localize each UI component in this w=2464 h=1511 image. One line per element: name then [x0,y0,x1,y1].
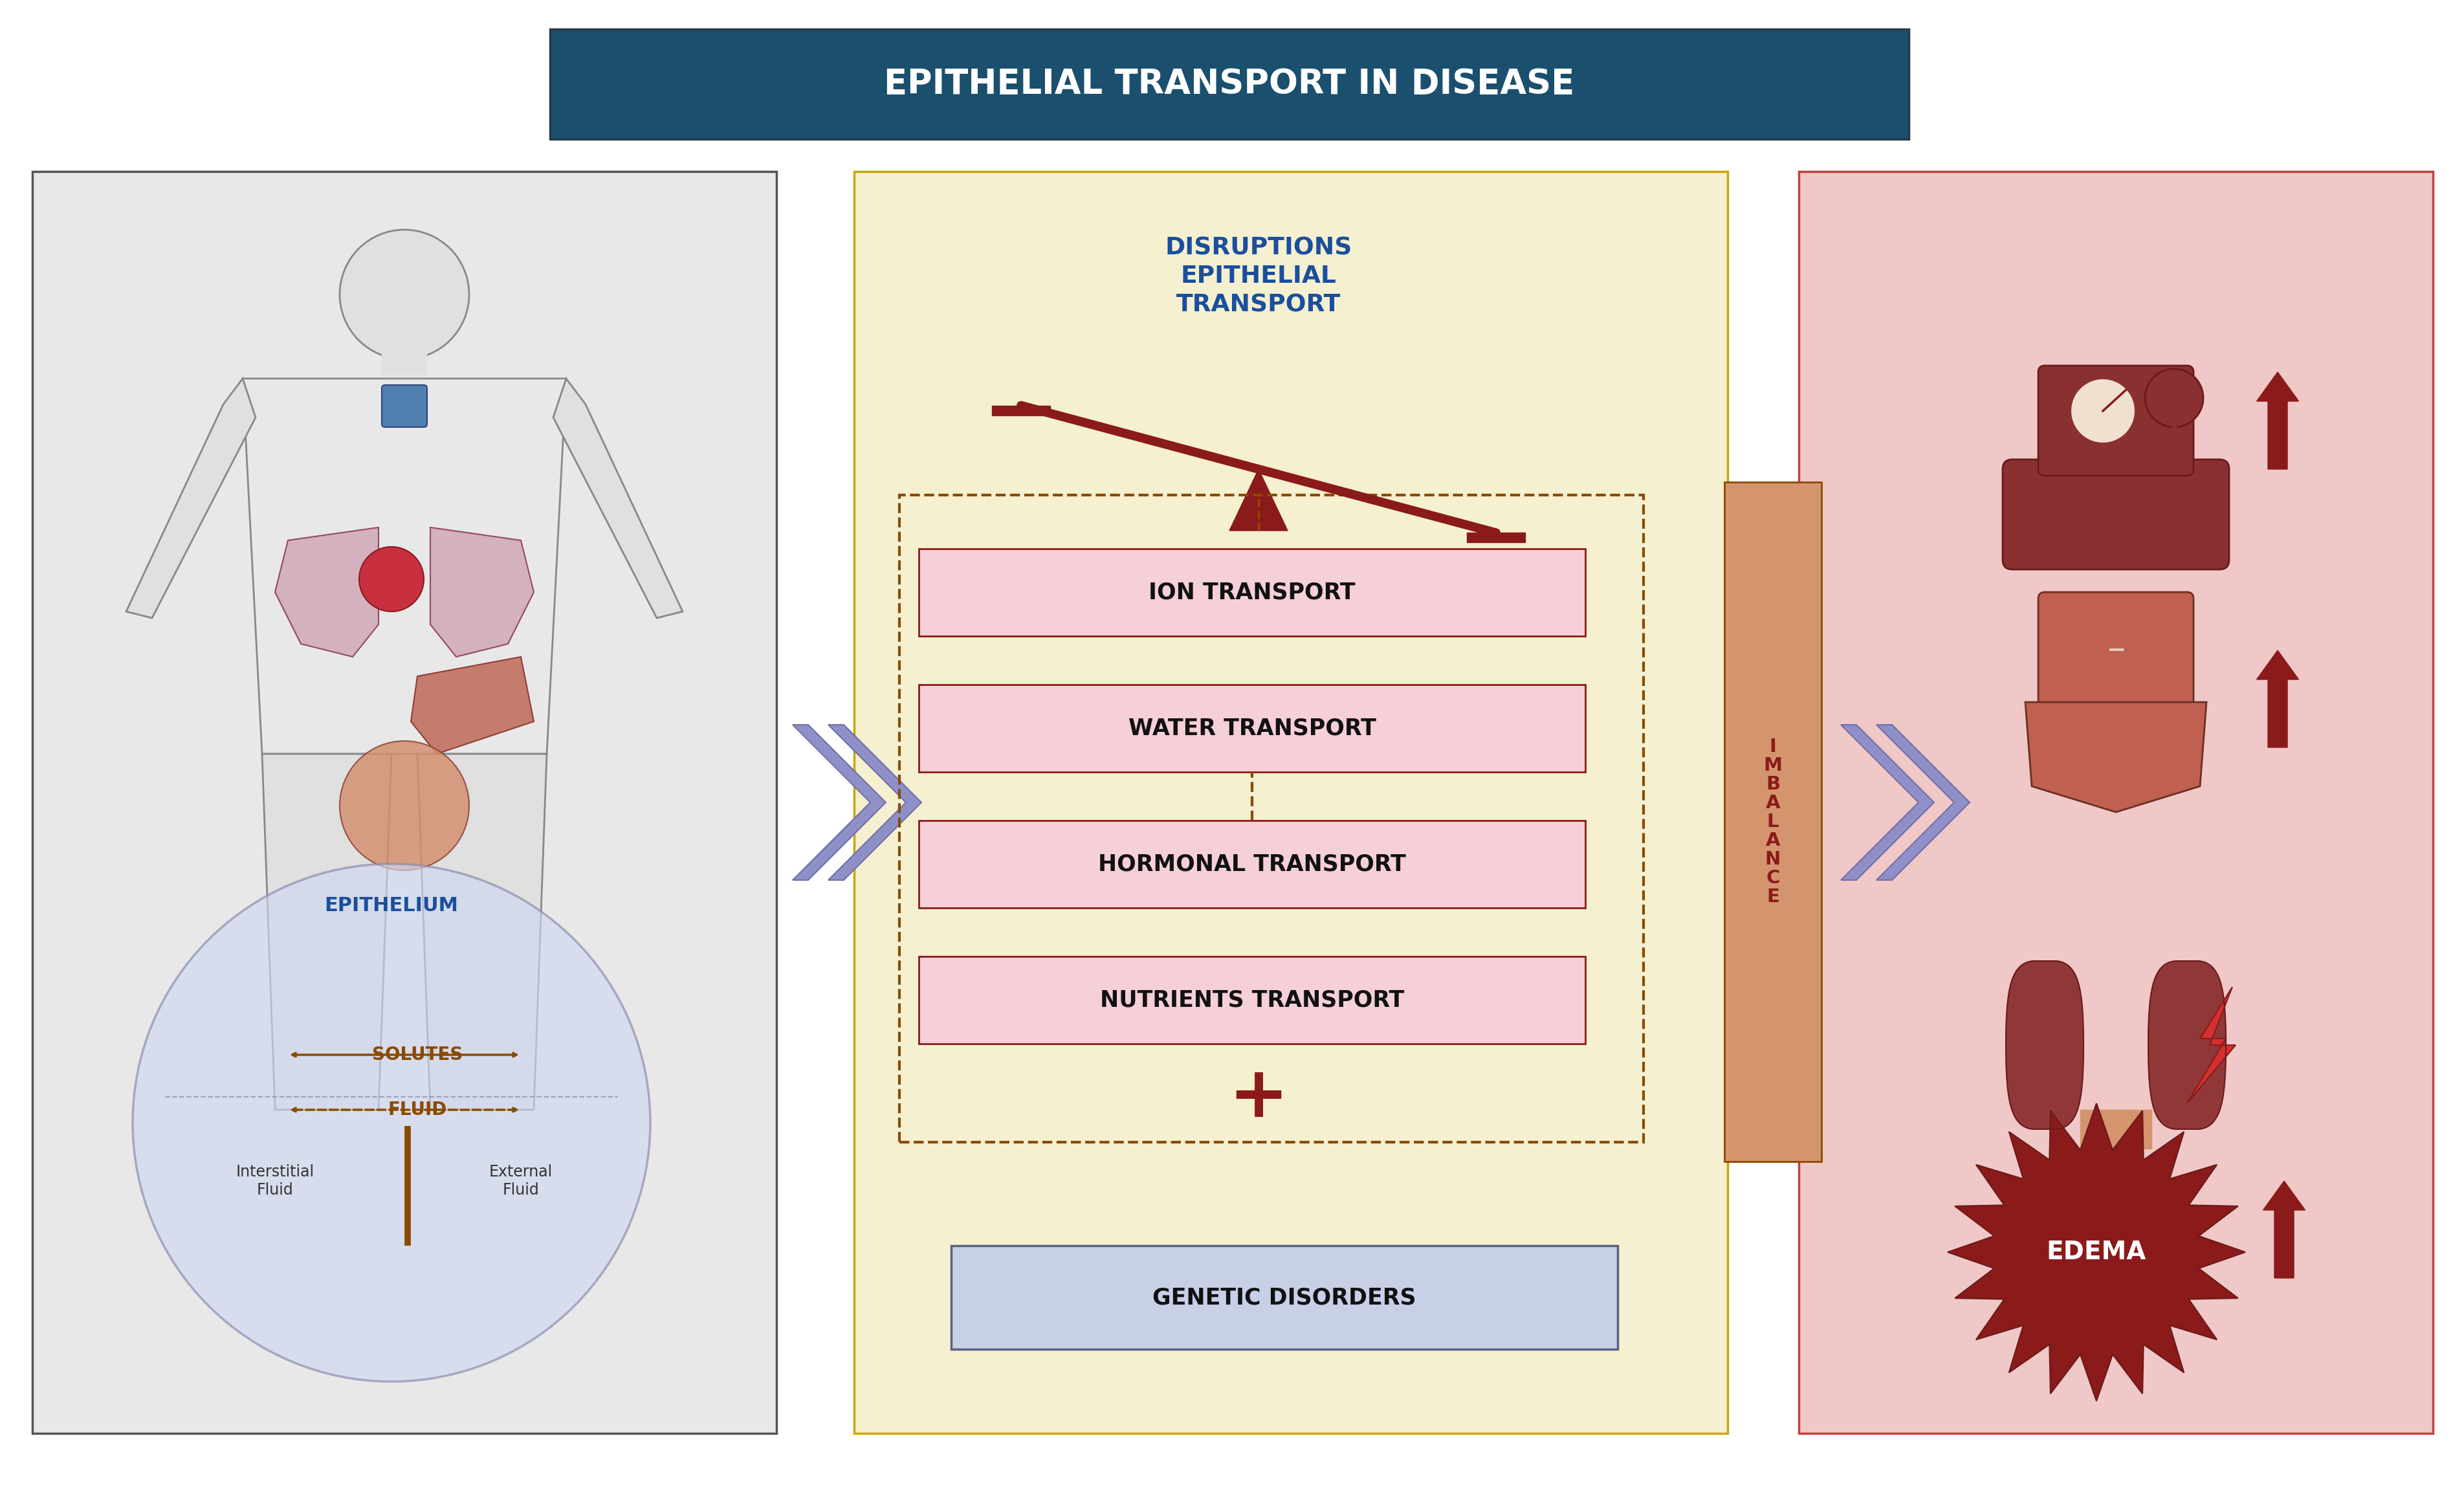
FancyBboxPatch shape [382,307,426,375]
Text: EDEMA: EDEMA [2048,1241,2146,1265]
FancyBboxPatch shape [2038,366,2193,476]
Text: I
M
B
A
L
A
N
C
E: I M B A L A N C E [1764,737,1781,907]
FancyBboxPatch shape [1466,533,1525,542]
Polygon shape [1230,468,1289,530]
Polygon shape [261,754,392,1109]
Circle shape [340,230,468,360]
Polygon shape [416,754,547,1109]
Text: ION TRANSPORT: ION TRANSPORT [1148,582,1355,603]
Polygon shape [793,725,887,879]
Polygon shape [2025,703,2205,811]
Text: +: + [1230,1062,1289,1132]
FancyBboxPatch shape [951,1245,1619,1349]
Circle shape [360,547,424,612]
FancyArrow shape [2257,372,2299,468]
FancyArrow shape [2262,1182,2306,1278]
FancyBboxPatch shape [919,820,1584,908]
FancyArrow shape [2257,650,2299,748]
Text: External
Fluid: External Fluid [488,1163,552,1198]
Polygon shape [828,725,922,879]
FancyBboxPatch shape [382,385,426,428]
FancyBboxPatch shape [993,405,1050,416]
Circle shape [2070,379,2136,443]
Polygon shape [2006,961,2085,1129]
FancyBboxPatch shape [1799,171,2432,1434]
Polygon shape [554,379,683,618]
Text: −: − [2107,639,2126,662]
Circle shape [2146,369,2203,428]
Text: DISRUPTIONS
EPITHELIAL
TRANSPORT: DISRUPTIONS EPITHELIAL TRANSPORT [1165,236,1353,317]
Polygon shape [2188,987,2235,1103]
Polygon shape [126,379,256,618]
Text: GENETIC DISORDERS: GENETIC DISORDERS [1153,1286,1417,1309]
FancyBboxPatch shape [2003,459,2230,570]
Text: HORMONAL TRANSPORT: HORMONAL TRANSPORT [1099,852,1407,875]
FancyBboxPatch shape [549,29,1910,139]
Polygon shape [241,379,567,754]
Polygon shape [1947,1103,2245,1401]
Text: WATER TRANSPORT: WATER TRANSPORT [1129,718,1375,739]
Text: Interstitial
Fluid: Interstitial Fluid [237,1163,315,1198]
Polygon shape [411,657,535,754]
FancyBboxPatch shape [32,171,776,1434]
FancyBboxPatch shape [2038,592,2193,709]
Text: EPITHELIAL TRANSPORT IN DISEASE: EPITHELIAL TRANSPORT IN DISEASE [885,68,1574,101]
FancyBboxPatch shape [1725,482,1821,1162]
FancyBboxPatch shape [855,171,1727,1434]
Text: NUTRIENTS TRANSPORT: NUTRIENTS TRANSPORT [1099,988,1404,1011]
FancyBboxPatch shape [919,684,1584,772]
Circle shape [133,864,650,1381]
Polygon shape [276,527,379,657]
Text: SOLUTES: SOLUTES [372,1046,463,1064]
Polygon shape [1878,725,1969,879]
Polygon shape [431,527,535,657]
Circle shape [340,740,468,870]
FancyBboxPatch shape [919,548,1584,636]
Text: EPITHELIUM: EPITHELIUM [325,896,458,916]
FancyBboxPatch shape [919,956,1584,1044]
Text: FLUID: FLUID [387,1100,446,1118]
Polygon shape [1841,725,1934,879]
Polygon shape [2149,961,2225,1129]
